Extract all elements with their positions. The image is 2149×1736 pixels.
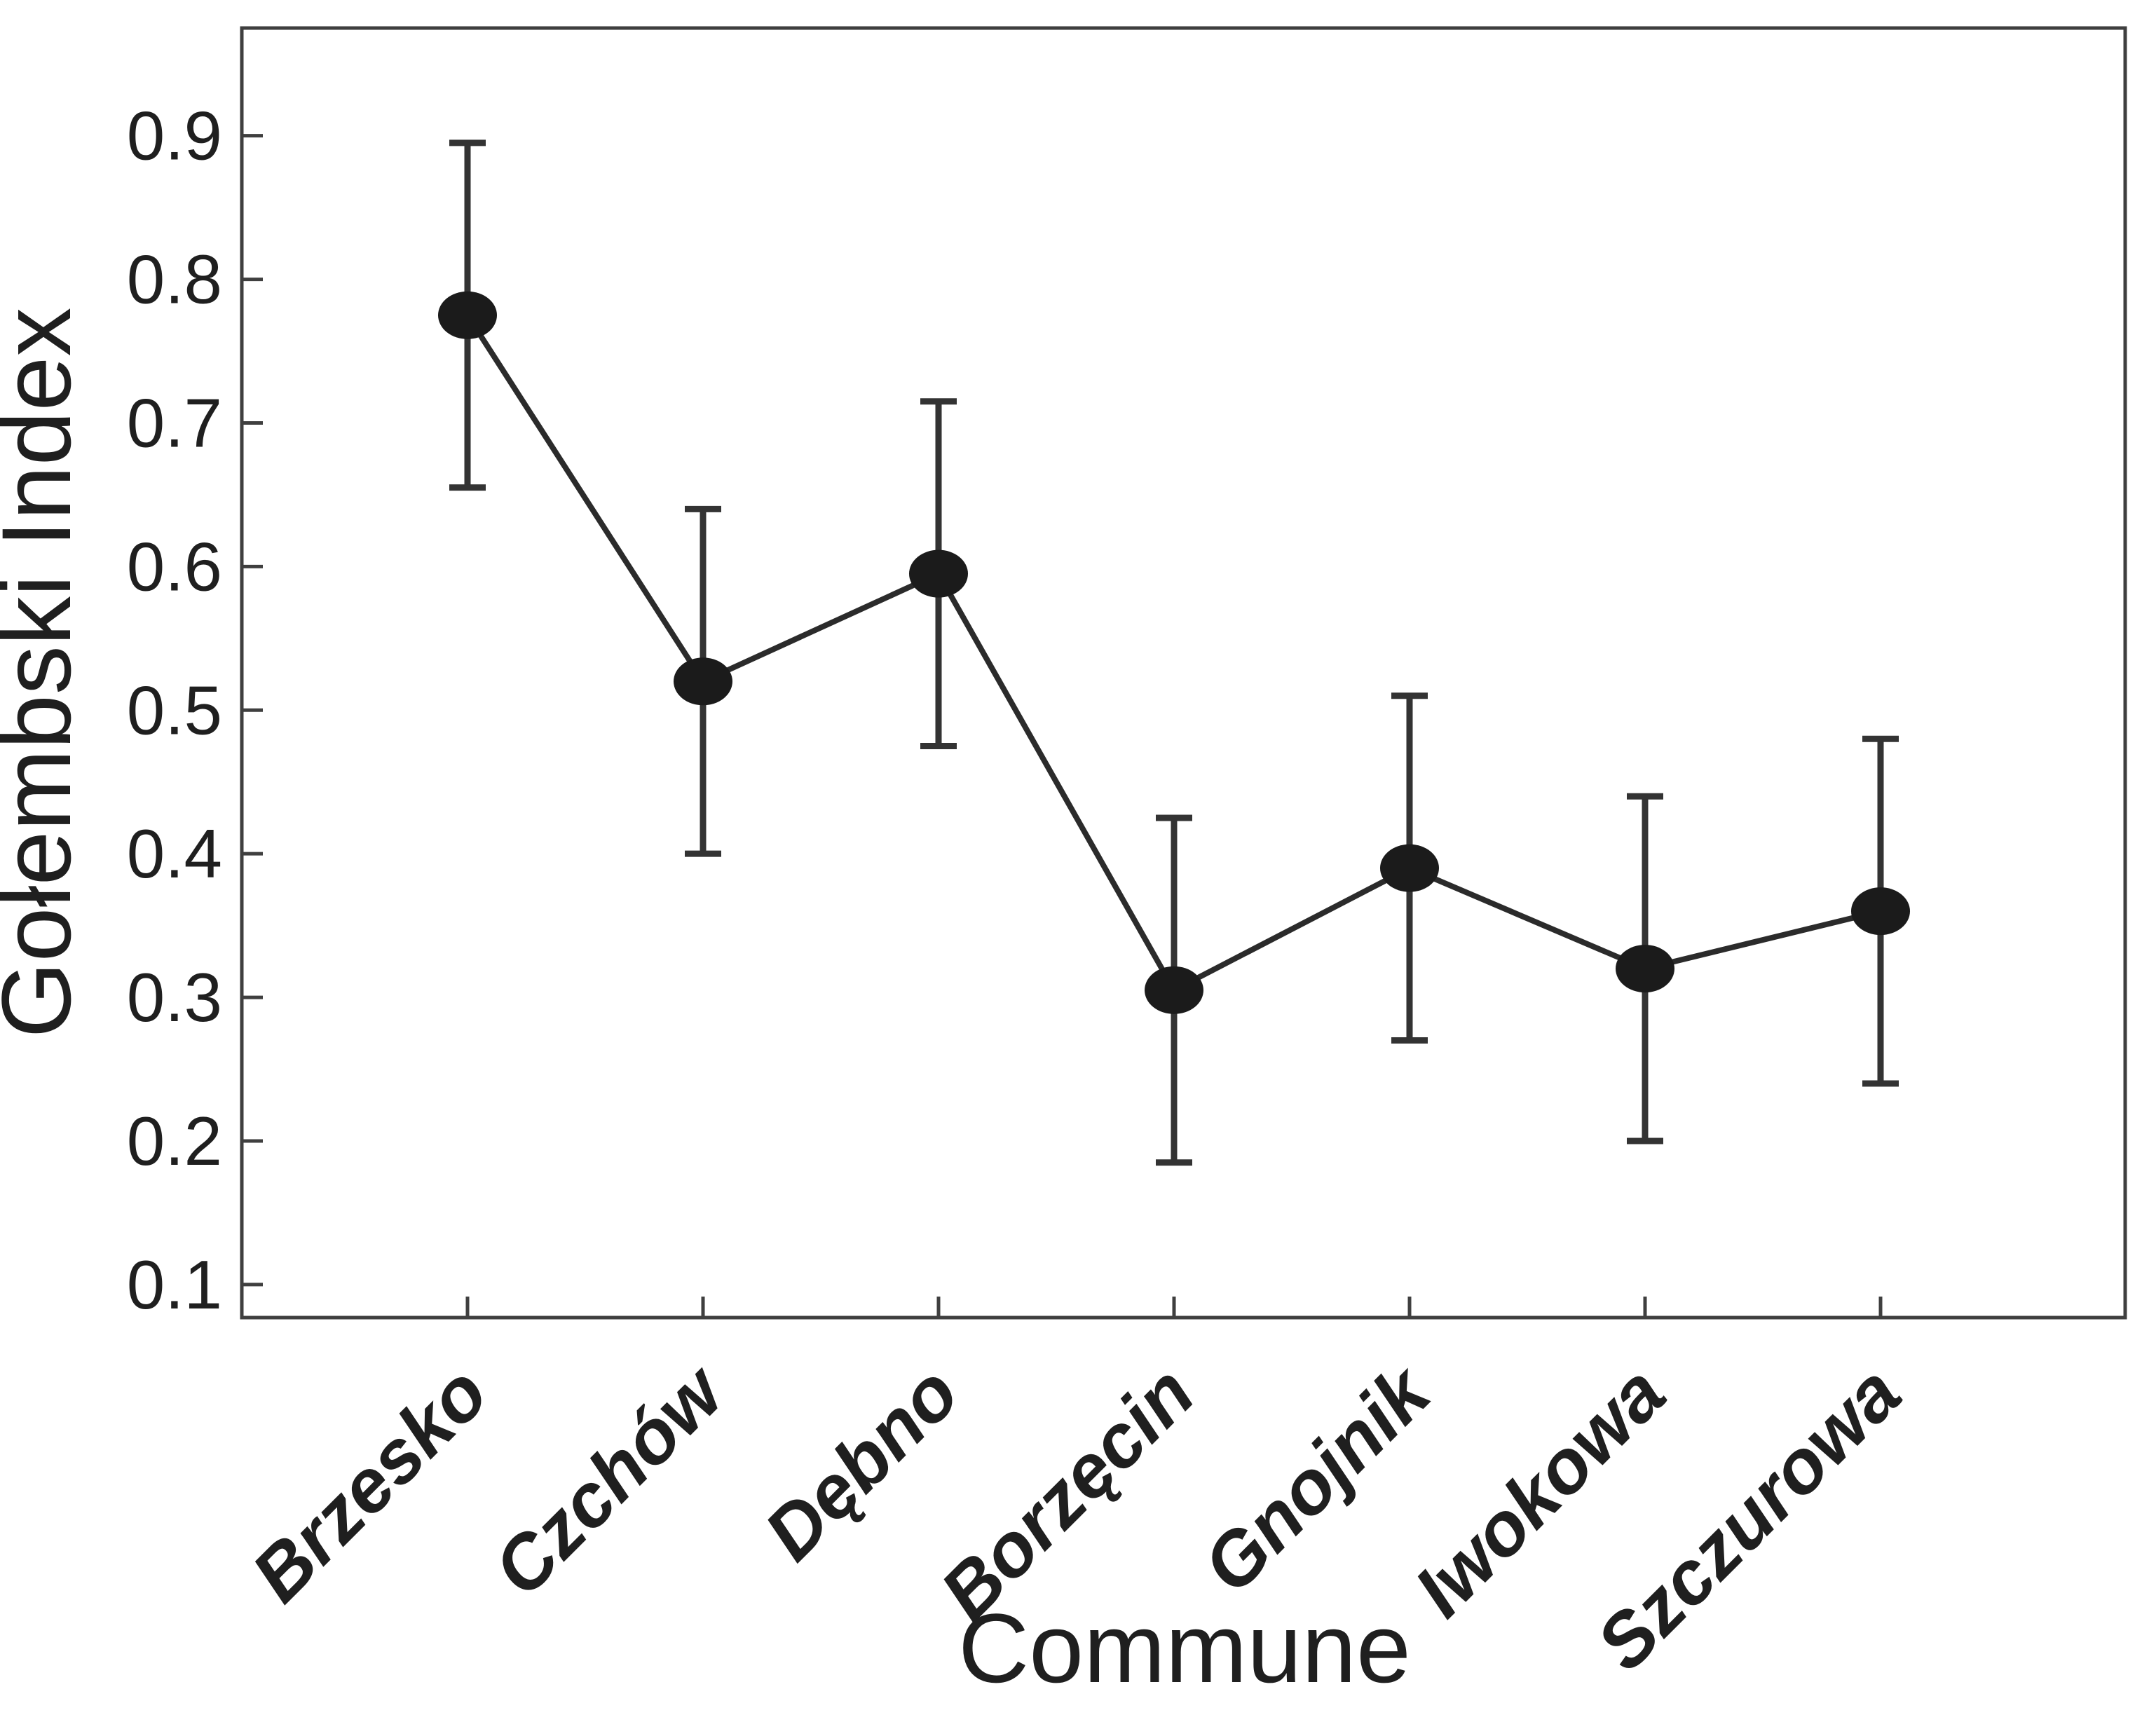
y-tick-label: 0.4: [127, 815, 222, 892]
y-tick-label: 0.9: [127, 97, 222, 175]
y-tick-label: 0.2: [127, 1102, 222, 1180]
data-point-Szczurowa: [1851, 887, 1910, 936]
y-tick-label: 0.1: [127, 1246, 222, 1323]
plot-area: 0.1 0.2 0.3 0.4 0.5 0.6 0.7 0.8 0.9 BrzeskoCzchów…: [127, 26, 2127, 1686]
y-tick-label: 0.3: [127, 959, 222, 1036]
data-point-Borzęcin: [1145, 966, 1203, 1014]
data-point-Dębno: [909, 549, 968, 598]
data-point-Brzesko: [438, 291, 497, 339]
x-category-label-Czchów: Czchów: [477, 1346, 742, 1611]
data-point-Iwokowa: [1616, 945, 1674, 993]
y-tick-label: 0.8: [127, 241, 222, 318]
y-axis-title: Gołembski Index: [0, 308, 91, 1039]
x-axis-title: Commune: [958, 1593, 1411, 1703]
data-point-Czchów: [674, 657, 732, 706]
x-category-label-Dębno: Dębno: [748, 1350, 974, 1576]
y-tick-label: 0.5: [127, 671, 222, 749]
y-tick-label: 0.7: [127, 384, 222, 461]
y-tick-label: 0.6: [127, 528, 222, 605]
plot-frame: [240, 26, 2127, 1320]
data-point-Gnojnik: [1380, 844, 1439, 892]
x-category-label-Brzesko: Brzesko: [236, 1350, 504, 1618]
